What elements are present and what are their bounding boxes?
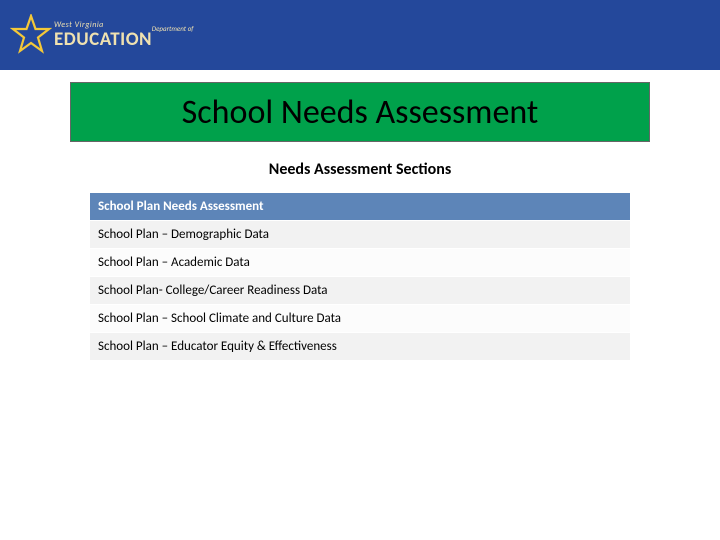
table-row: School Plan – Educator Equity & Effectiv… <box>90 333 630 361</box>
table-row: School Plan – Academic Data <box>90 249 630 277</box>
header-bar: West Virginia Department of EDUCATION <box>0 0 720 70</box>
logo: West Virginia Department of EDUCATION <box>10 14 193 56</box>
sections-table: School Plan Needs Assessment School Plan… <box>90 193 630 361</box>
sections-header: School Plan Needs Assessment <box>90 193 630 221</box>
title-banner: School Needs Assessment <box>70 82 650 142</box>
logo-text-block: West Virginia Department of EDUCATION <box>54 21 193 49</box>
page-title: School Needs Assessment <box>182 92 539 133</box>
table-row: School Plan – School Climate and Culture… <box>90 305 630 333</box>
table-row: School Plan – Demographic Data <box>90 221 630 249</box>
logo-star-icon <box>10 14 52 56</box>
subtitle: Needs Assessment Sections <box>0 160 720 179</box>
logo-education-label: EDUCATION <box>54 30 193 49</box>
table-row: School Plan- College/Career Readiness Da… <box>90 277 630 305</box>
